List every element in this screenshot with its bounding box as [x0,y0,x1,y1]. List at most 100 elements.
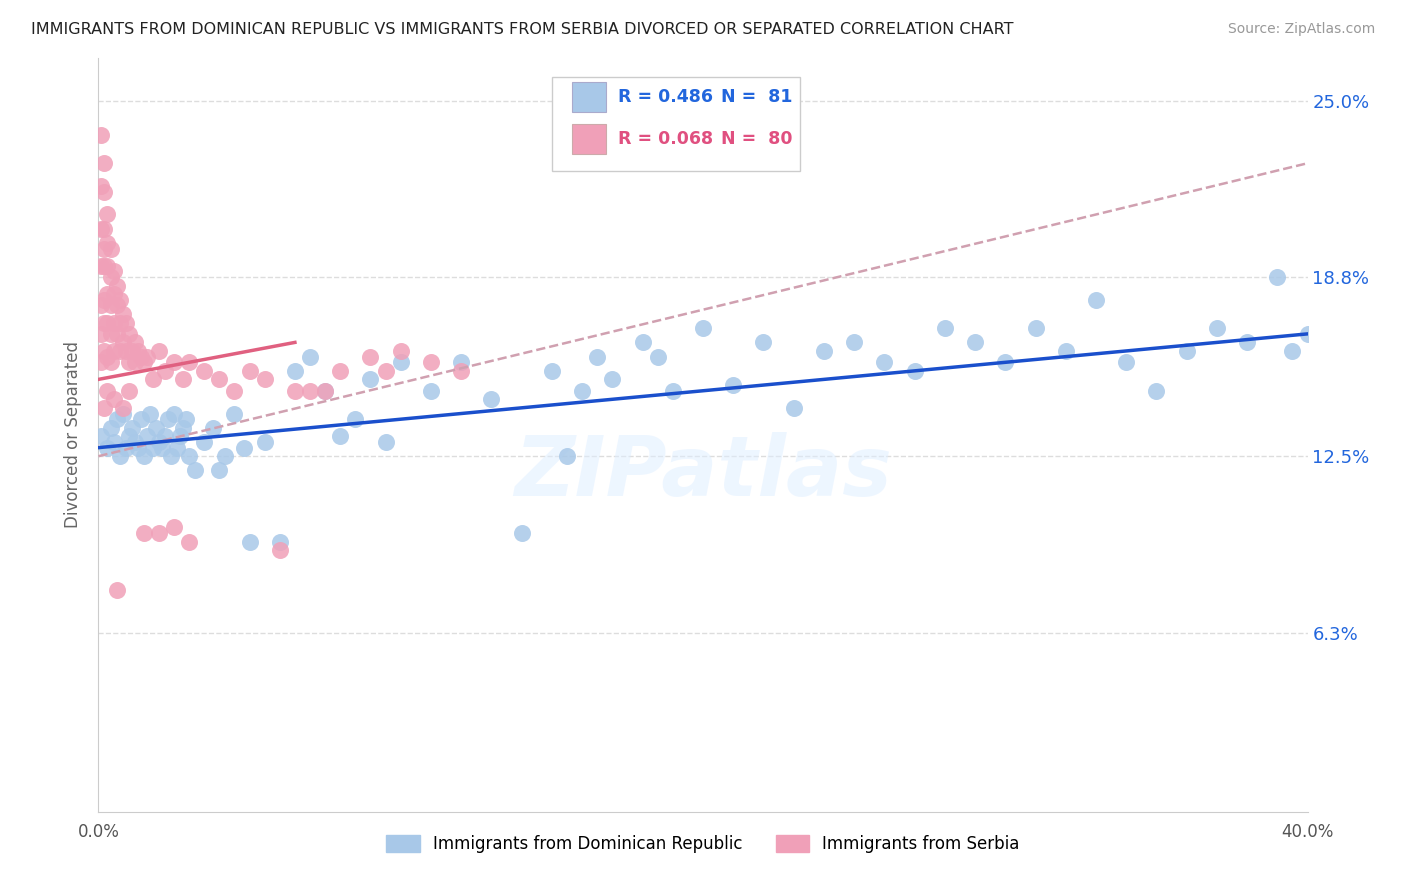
Point [329,429,352,443]
Point [114,316,136,330]
Point [124,355,146,369]
Point [179,449,201,463]
Point [156,412,179,426]
Point [135,350,157,364]
Text: R = 0.486: R = 0.486 [619,88,713,106]
Point [160,449,183,463]
Text: ZIPatlas: ZIPatlas [515,432,891,513]
Point [389,343,412,358]
Point [105,412,128,426]
Point [118,384,141,398]
Point [299,350,322,364]
Point [142,372,165,386]
Point [105,326,128,341]
Point [111,407,134,421]
Text: Source: ZipAtlas.com: Source: ZipAtlas.com [1227,22,1375,37]
Point [360,372,382,386]
Point [214,449,236,463]
Point [142,441,165,455]
Point [239,534,262,549]
Point [100,298,122,312]
Point [96,259,118,273]
Point [127,441,149,455]
Point [90,178,112,193]
Point [111,307,134,321]
Point [90,259,112,273]
Point [253,372,276,386]
Point [114,343,136,358]
Point [105,278,128,293]
Point [1281,343,1303,358]
Point [103,434,125,449]
Point [93,316,115,330]
Text: IMMIGRANTS FROM DOMINICAN REPUBLIC VS IMMIGRANTS FROM SERBIA DIVORCED OR SEPARAT: IMMIGRANTS FROM DOMINICAN REPUBLIC VS IM… [31,22,1014,37]
Point [111,401,134,415]
Point [314,384,336,398]
Point [96,235,118,250]
Point [1054,343,1077,358]
Point [100,421,122,435]
Point [135,429,157,443]
Point [150,441,173,455]
Point [202,421,225,435]
Point [269,534,291,549]
Point [184,463,207,477]
FancyBboxPatch shape [551,77,800,171]
Point [193,434,215,449]
Point [1175,343,1198,358]
Bar [572,124,606,154]
Point [93,259,115,273]
Point [124,434,146,449]
Point [752,335,775,350]
Point [103,343,125,358]
Point [602,372,624,386]
Point [994,355,1017,369]
Point [540,364,562,378]
Point [193,364,215,378]
Text: R = 0.068: R = 0.068 [619,130,713,148]
Point [1206,321,1229,335]
Point [93,343,115,358]
Point [481,392,503,407]
Point [631,335,654,350]
Point [692,321,714,335]
Point [208,372,231,386]
Point [96,287,118,301]
Point [93,242,115,256]
Text: N =  80: N = 80 [721,130,793,148]
Point [374,434,396,449]
Point [647,350,669,364]
Point [571,384,593,398]
Point [93,401,115,415]
Point [1144,384,1167,398]
Point [232,441,254,455]
Point [93,293,115,307]
Point [100,326,122,341]
Point [723,378,745,392]
Point [148,434,170,449]
Point [129,350,152,364]
Point [299,384,322,398]
Point [783,401,806,415]
Point [132,449,155,463]
Point [172,421,194,435]
Point [127,343,149,358]
Point [111,335,134,350]
Point [224,384,246,398]
Point [93,185,115,199]
Point [374,364,396,378]
Point [114,441,136,455]
Point [105,582,128,597]
Point [1115,355,1137,369]
Point [108,343,131,358]
Point [586,350,609,364]
Point [148,526,170,541]
Point [360,350,382,364]
Point [132,526,155,541]
Point [174,412,197,426]
Point [1024,321,1046,335]
Point [93,156,115,170]
Point [965,335,987,350]
Point [253,434,276,449]
Point [450,355,472,369]
